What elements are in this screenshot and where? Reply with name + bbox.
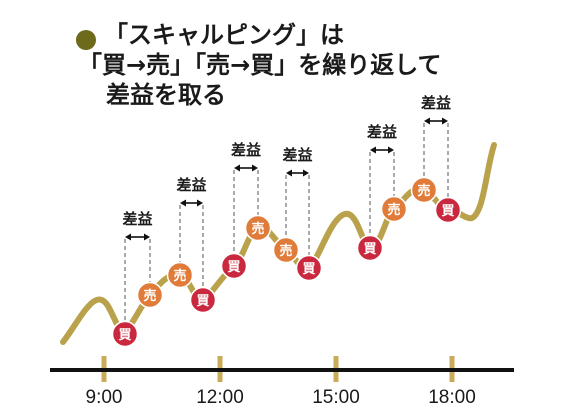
- marker-label: 買: [118, 328, 131, 343]
- tick-mark: [101, 372, 107, 382]
- buy-marker: 買: [434, 196, 462, 224]
- title-bullet: [76, 30, 96, 50]
- diagram-title: 「スキャルピング」は 「買→売」「売→買」を繰り返して 差益を取る: [78, 20, 442, 110]
- tick-mark: [333, 356, 339, 368]
- sell-marker: 売: [272, 236, 300, 264]
- marker-label: 売: [387, 202, 400, 218]
- arrow-head-left: [370, 146, 376, 154]
- profit-label: 差益: [231, 141, 261, 159]
- guide-lines: [124, 123, 449, 322]
- sell-marker: 売: [136, 281, 164, 309]
- buy-marker: 買: [189, 286, 217, 314]
- tick-mark: [217, 356, 223, 368]
- profit-arrows: [125, 117, 448, 241]
- tick-label: 12:00: [196, 387, 244, 408]
- profit-label: 差益: [176, 176, 206, 194]
- sell-marker: 売: [380, 195, 408, 223]
- marker-circle: [295, 254, 323, 282]
- arrow-head-left: [424, 117, 430, 125]
- marker-label: 売: [251, 221, 264, 237]
- marker-circle: [380, 195, 408, 223]
- arrow-head-right: [144, 233, 150, 241]
- arrow-head-right: [388, 146, 394, 154]
- profit-label: 差益: [421, 94, 451, 112]
- tick-mark: [449, 372, 455, 382]
- buy-marker: 買: [220, 252, 248, 280]
- marker-circle: [220, 252, 248, 280]
- marker-label: 買: [196, 294, 209, 309]
- buy-marker: 買: [356, 234, 384, 262]
- arrow-head-right: [197, 199, 203, 207]
- marker-label: 買: [227, 260, 240, 275]
- marker-label: 売: [279, 243, 292, 259]
- title-line-3: 差益を取る: [106, 81, 226, 109]
- marker-label: 売: [417, 183, 430, 199]
- arrow-head-left: [180, 199, 186, 207]
- marker-circle: [166, 261, 194, 289]
- marker-circle: [356, 234, 384, 262]
- arrow-head-right: [303, 169, 309, 177]
- arrow-head-right: [442, 117, 448, 125]
- marker-circle: [136, 281, 164, 309]
- sell-marker: 売: [166, 261, 194, 289]
- profit-label: 差益: [122, 210, 152, 228]
- arrow-head-left: [234, 164, 240, 172]
- title-line-1: 「スキャルピング」は: [104, 21, 344, 49]
- tick-mark: [333, 372, 339, 382]
- axis-ticks: 9:00 12:00 15:00 18:00: [86, 356, 476, 408]
- tick-label: 18:00: [428, 387, 476, 408]
- marker-label: 買: [363, 242, 376, 257]
- marker-circle: [111, 320, 139, 348]
- arrow-head-left: [286, 169, 292, 177]
- sell-marker: 売: [244, 214, 272, 242]
- tick-label: 15:00: [312, 387, 360, 408]
- marker-label: 買: [302, 262, 315, 277]
- marker-circle: [189, 286, 217, 314]
- tick-mark: [217, 372, 223, 382]
- profit-label: 差益: [282, 146, 312, 164]
- buy-marker: 買: [111, 320, 139, 348]
- profit-label: 差益: [367, 123, 397, 141]
- buy-marker: 買: [295, 254, 323, 282]
- sell-marker: 売: [410, 176, 438, 204]
- arrow-head-left: [125, 233, 131, 241]
- marker-circle: [434, 196, 462, 224]
- marker-circle: [410, 176, 438, 204]
- marker-circle: [272, 236, 300, 264]
- tick-mark: [101, 356, 107, 368]
- marker-circle: [244, 214, 272, 242]
- marker-label: 売: [143, 288, 156, 304]
- marker-label: 買: [441, 204, 454, 219]
- marker-label: 売: [173, 268, 186, 284]
- tick-label: 9:00: [86, 387, 123, 408]
- tick-mark: [449, 356, 455, 368]
- title-line-2: 「買→売」「売→買」を繰り返して: [78, 51, 442, 79]
- arrow-head-right: [252, 164, 258, 172]
